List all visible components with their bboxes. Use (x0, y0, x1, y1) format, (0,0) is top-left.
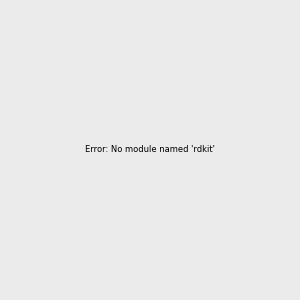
Text: Error: No module named 'rdkit': Error: No module named 'rdkit' (85, 146, 215, 154)
